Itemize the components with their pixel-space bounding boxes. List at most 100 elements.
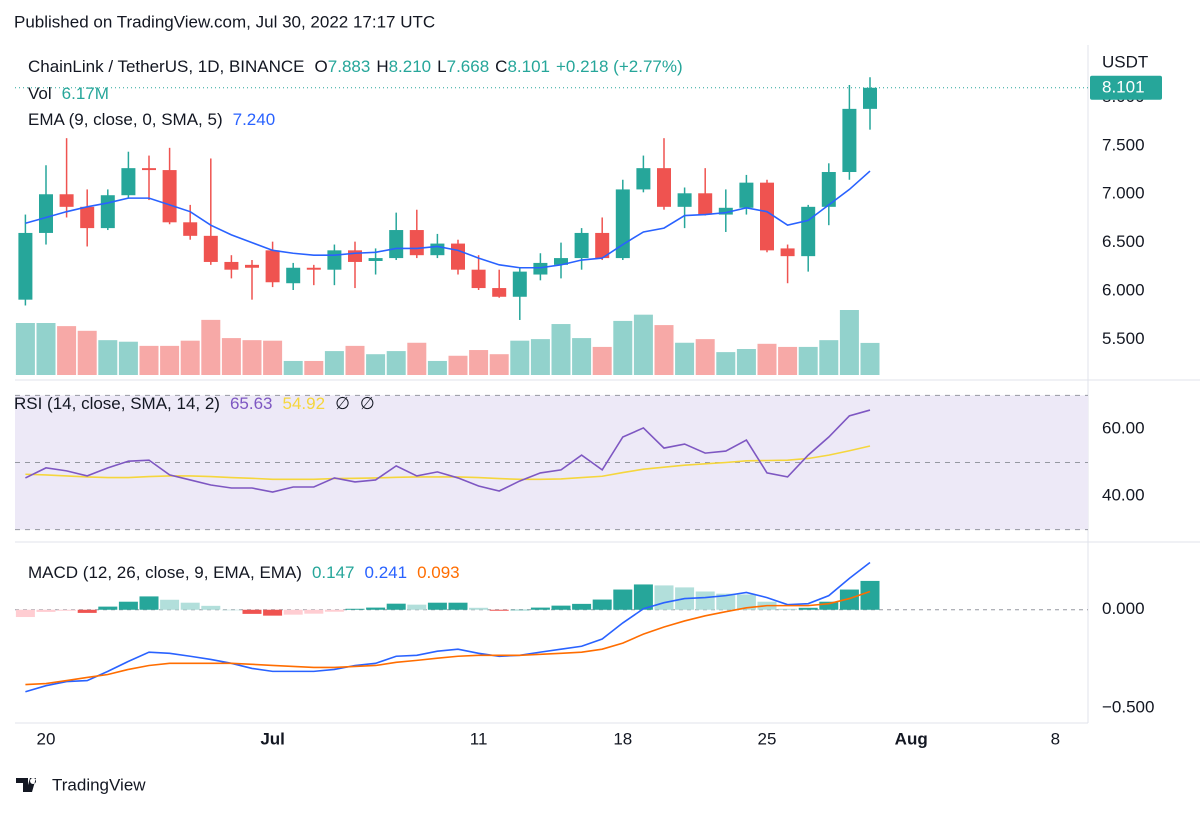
macd-histogram-bar [633, 584, 653, 610]
candle-body [595, 232, 610, 259]
volume-bar [551, 324, 571, 375]
rsi-legend: RSI (14, close, SMA, 14, 2) 65.63 54.92 ∅ ∅ [14, 394, 375, 413]
volume-bar [695, 339, 715, 375]
macd-histogram-bar [489, 609, 509, 611]
candle-body [39, 194, 53, 233]
volume-bar [263, 340, 283, 375]
candle-body [739, 182, 754, 208]
y-tick-label: 6.000 [1102, 280, 1145, 299]
macd-value: 0.241 [365, 563, 408, 582]
macd-histogram-bar [304, 609, 324, 614]
candle-body [265, 250, 280, 283]
macd-histogram-bar [160, 599, 180, 610]
volume-bar [613, 320, 633, 375]
volume-bar [798, 346, 818, 375]
candle-body [821, 172, 836, 207]
y-tick-label: 0.000 [1102, 599, 1145, 618]
macd-histogram-bar [77, 609, 97, 613]
x-tick-label: 20 [37, 729, 56, 748]
candle-body [471, 269, 486, 289]
macd-hist-value: 0.147 [312, 563, 355, 582]
change: +0.218 (+2.77%) [556, 57, 683, 76]
y-tick-label: 7.000 [1102, 184, 1145, 203]
macd-histogram-bar [386, 603, 406, 610]
macd-histogram-bar [448, 602, 468, 610]
candle-body [533, 262, 548, 275]
candle-body [59, 194, 74, 207]
macd-histogram-bar [345, 608, 365, 610]
candle-body [863, 87, 877, 109]
macd-histogram-bar [221, 609, 241, 611]
rsi-value: 54.92 [283, 394, 326, 413]
volume-bar [469, 350, 489, 375]
brand-logo [16, 778, 37, 792]
candle-body [368, 258, 383, 261]
ema-value: 7.240 [233, 110, 276, 129]
volume-bar [139, 345, 159, 375]
volume-bar [242, 340, 262, 375]
macd-histogram-bar [98, 606, 118, 610]
volume-bar [427, 360, 447, 375]
macd-histogram-bar [118, 601, 138, 610]
volume-bar [304, 360, 324, 375]
symbol: ChainLink / TetherUS, 1D, BINANCE [28, 57, 305, 76]
volume-bar [489, 354, 509, 375]
volume-bar [57, 326, 77, 375]
macd-histogram-bar [366, 607, 386, 610]
x-tick-label: 11 [470, 729, 488, 748]
candle-body [780, 248, 795, 257]
macd-histogram-bar [283, 609, 303, 615]
macd-histogram-bar [139, 596, 159, 610]
volume-bar [160, 345, 180, 375]
macd-histogram-bar [15, 609, 35, 618]
currency: USDT [1102, 52, 1148, 71]
volume-bar [345, 345, 365, 375]
candle-body [451, 243, 465, 270]
volume-value: 6.17M [62, 84, 109, 103]
macd-histogram-bar [530, 607, 550, 610]
volume-legend: Vol 6.17M [28, 84, 109, 103]
volume-bar [654, 325, 674, 375]
candle-body [430, 243, 445, 256]
y-tick-label: 5.500 [1102, 329, 1145, 348]
volume-bar [448, 355, 468, 375]
volume-bar [819, 340, 839, 375]
volume-bar [860, 342, 880, 375]
macd-histogram-bar [613, 589, 633, 610]
ohlc-key: L [437, 57, 446, 76]
last-price-label: 8.101 [1102, 77, 1145, 96]
macd-histogram-bar [263, 609, 283, 616]
volume-bar [201, 319, 221, 375]
macd-histogram-bar [695, 591, 715, 610]
candle-body [760, 182, 774, 251]
macd-histogram-bar [57, 609, 77, 611]
macd-histogram-bar [860, 580, 880, 610]
candle-body [718, 207, 733, 215]
candle-body [80, 206, 95, 229]
last-price-box [1090, 75, 1162, 100]
candle-body [327, 250, 342, 270]
macd-histogram-bar [798, 607, 818, 610]
macd-histogram-bar [242, 609, 262, 614]
rsi-line [25, 445, 871, 481]
candle-body [615, 189, 630, 259]
macd-histogram-bar [201, 605, 221, 610]
rsi-line [25, 409, 871, 493]
candle-body [142, 168, 156, 171]
volume-bar [592, 346, 612, 375]
y-tick-label: 6.500 [1102, 232, 1145, 251]
logo-mark [16, 778, 37, 792]
macd-histogram-bar [510, 609, 530, 611]
volume-bar [366, 354, 386, 375]
volume-bar [633, 314, 653, 375]
volume-bar [407, 342, 427, 375]
candle-body [100, 195, 115, 229]
macd-histogram-bar [469, 607, 489, 610]
volume-bar [15, 323, 35, 375]
macd-histogram-bar [736, 594, 756, 610]
candle-body [348, 250, 362, 262]
macd-histogram-bar [572, 603, 592, 610]
macd-histogram-bar [36, 609, 56, 612]
y-tick-label: 7.500 [1102, 135, 1145, 154]
